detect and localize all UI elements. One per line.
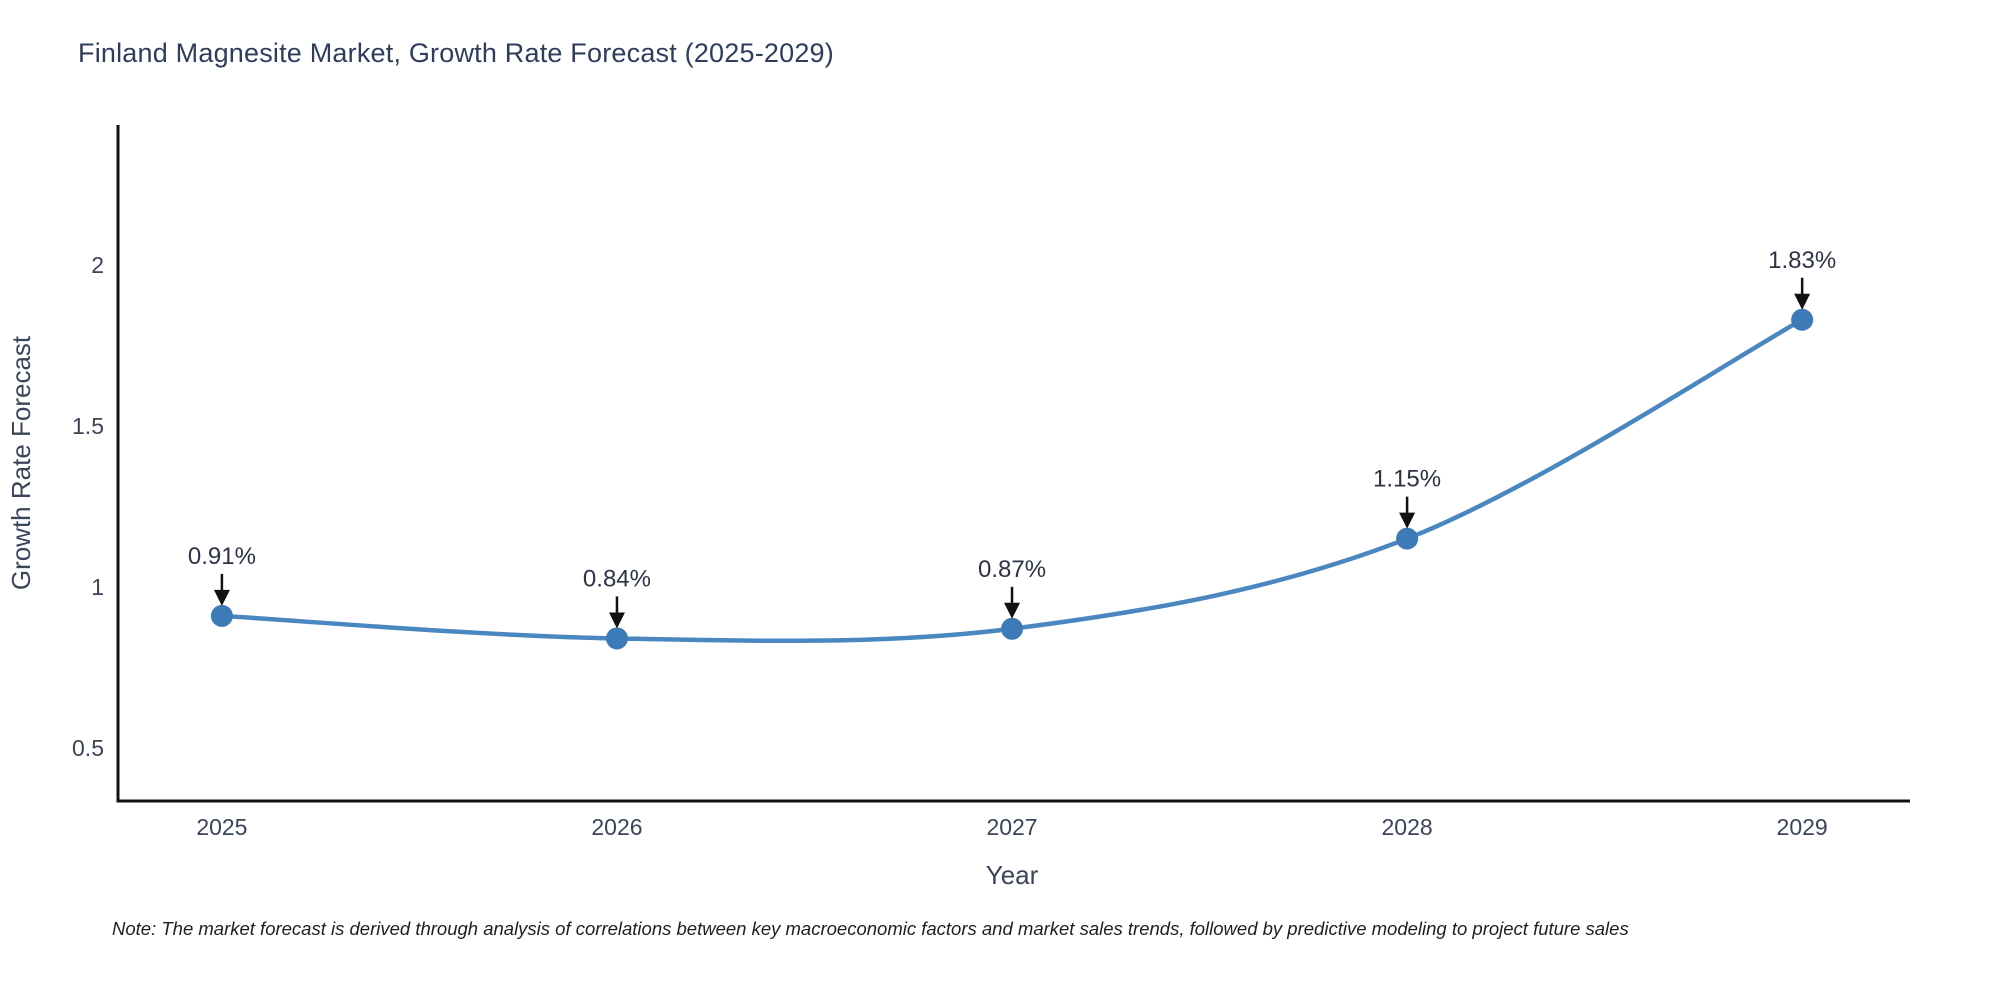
data-point-label: 1.83% [1768, 247, 1836, 274]
data-point-marker [1001, 617, 1024, 640]
y-tick-label: 1.5 [72, 413, 104, 439]
data-point-label: 0.84% [583, 565, 651, 592]
x-tick-label: 2026 [591, 814, 642, 840]
y-tick-label: 0.5 [72, 735, 104, 761]
annotation-arrowhead [1794, 293, 1811, 310]
data-point-marker [1396, 527, 1419, 550]
annotation-arrowhead [608, 612, 625, 629]
annotation-arrowhead [213, 589, 230, 606]
data-point-label: 0.91% [188, 543, 256, 570]
x-tick-label: 2028 [1382, 814, 1433, 840]
y-tick-label: 1 [91, 574, 104, 600]
data-point-label: 1.15% [1373, 466, 1441, 493]
annotation-arrowhead [1004, 602, 1021, 619]
x-tick-label: 2025 [196, 814, 247, 840]
data-point-marker [1791, 308, 1814, 331]
x-tick-label: 2029 [1777, 814, 1828, 840]
x-tick-label: 2027 [986, 814, 1037, 840]
data-point-marker [605, 627, 628, 650]
footnote: Note: The market forecast is derived thr… [112, 918, 1629, 939]
x-axis-title: Year [986, 860, 1039, 890]
y-tick-label: 2 [91, 252, 104, 278]
annotation-arrowhead [1399, 512, 1416, 529]
data-point-marker [210, 604, 233, 627]
y-axis-title: Growth Rate Forecast [6, 335, 36, 590]
chart-title: Finland Magnesite Market, Growth Rate Fo… [78, 38, 834, 68]
data-point-label: 0.87% [978, 556, 1046, 583]
